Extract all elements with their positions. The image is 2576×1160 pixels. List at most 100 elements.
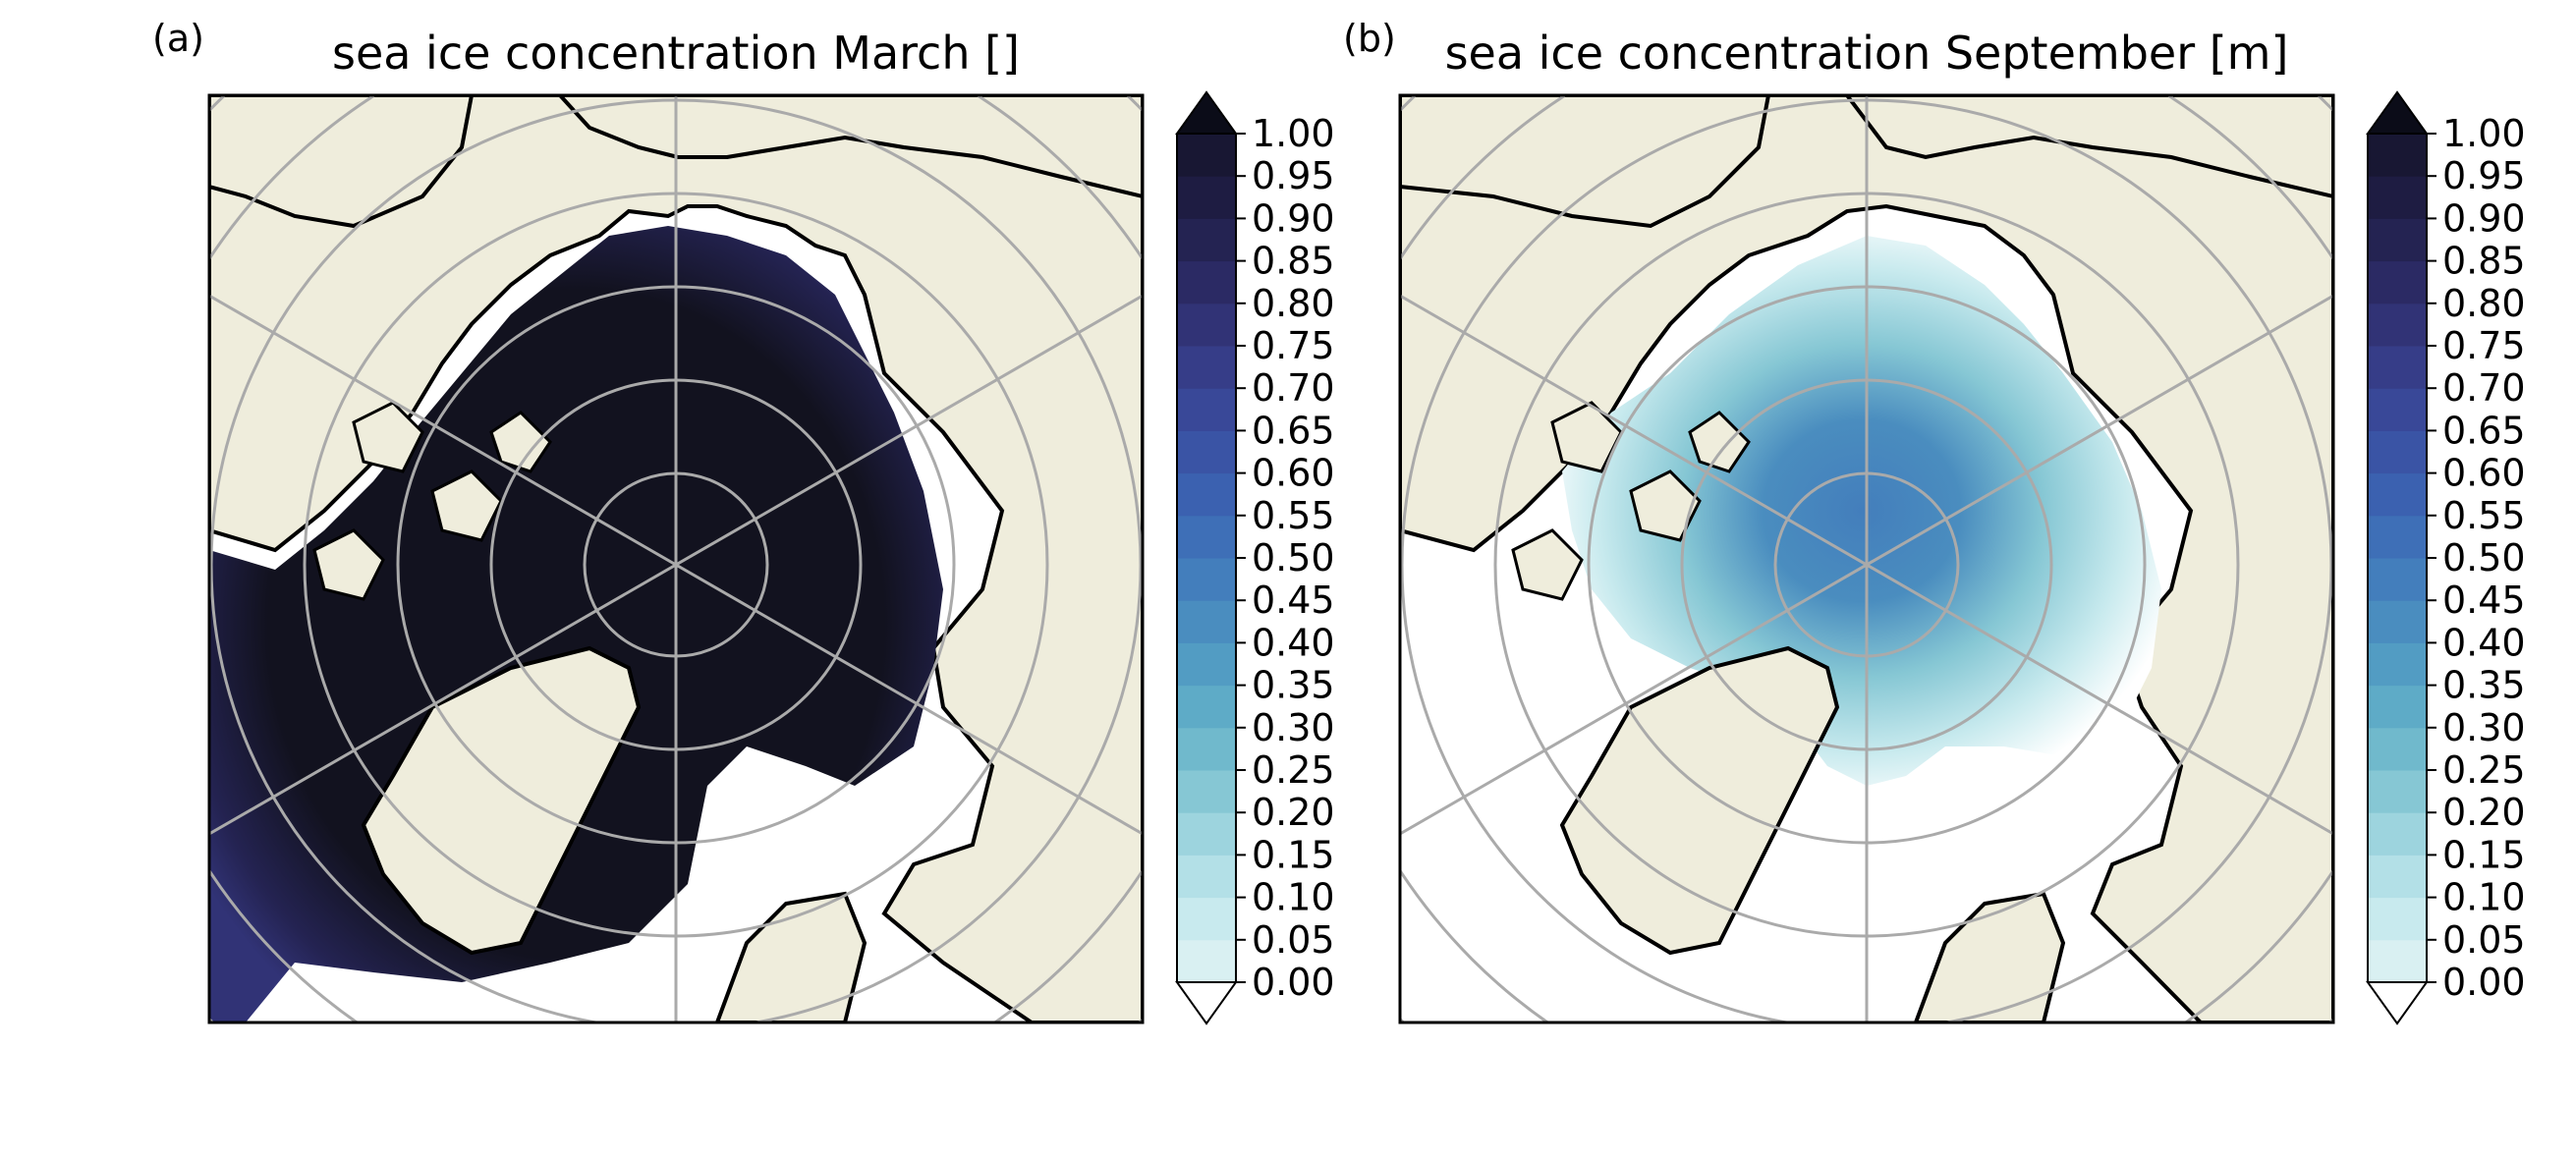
- colorbar-band: [1177, 218, 1236, 262]
- colorbar-tick-label: 0.65: [1252, 409, 1335, 452]
- colorbar-tick-label: 0.15: [2442, 833, 2526, 876]
- colorbar-tick-label: 0.30: [2442, 706, 2526, 749]
- colorbar-tick-label: 0.55: [2442, 494, 2526, 537]
- land-greenland: [1559, 645, 1840, 956]
- colorbar-band: [2368, 897, 2427, 941]
- colorbar-tick-label: 1.00: [1252, 112, 1335, 155]
- colorbar-tick-label: 0.40: [2442, 621, 2526, 664]
- land-eurasia: [209, 95, 1143, 1022]
- colorbar-band: [2368, 642, 2427, 687]
- colorbar-tick-label: 0.45: [2442, 579, 2526, 622]
- colorbar-tick-label: 0.30: [1252, 706, 1335, 749]
- colorbar-tick-label: 0.95: [1252, 154, 1335, 197]
- colorbar-band: [1177, 558, 1236, 601]
- colorbar-tick-label: 0.75: [1252, 324, 1335, 367]
- colorbar-band: [2368, 727, 2427, 771]
- colorbar-tick-label: 0.35: [1252, 664, 1335, 707]
- map-frame-b: [1398, 93, 2335, 1024]
- colorbar-band: [2368, 812, 2427, 856]
- colorbar-tick-label: 0.05: [1252, 918, 1335, 962]
- colorbar-extend-max: [1175, 90, 1238, 135]
- land-siberia-top: [557, 95, 1143, 199]
- colorbar-tick-label: 0.50: [2442, 536, 2526, 580]
- colorbar-band: [1177, 770, 1236, 813]
- colorbar-band: [2368, 218, 2427, 262]
- colorbar-band: [2368, 939, 2427, 983]
- colorbar-band: [2368, 558, 2427, 601]
- panel-title-b: sea ice concentration September [m]: [1445, 27, 2289, 80]
- map-area-b: [1400, 95, 2333, 1022]
- colorbar-tick-label: 0.25: [2442, 748, 2526, 792]
- colorbar-tick-label: 0.00: [1252, 961, 1335, 1004]
- colorbar-band: [2368, 515, 2427, 559]
- colorbar-tick-label: 0.40: [1252, 621, 1335, 664]
- colorbar-tick-label: 0.90: [1252, 196, 1335, 240]
- colorbar-band: [1177, 727, 1236, 771]
- colorbar-tick-label: 0.50: [1252, 536, 1335, 580]
- colorbar-band: [1177, 260, 1236, 304]
- colorbar-tick-label: 0.75: [2442, 324, 2526, 367]
- colorbar-band: [1177, 600, 1236, 643]
- land-north-america: [209, 95, 475, 229]
- map-frame-a: [207, 93, 1145, 1024]
- colorbar-band: [1177, 430, 1236, 474]
- land-siberia-top: [1844, 95, 2333, 199]
- colorbar-extend-min: [1175, 981, 1238, 1025]
- colorbar-band: [2368, 346, 2427, 389]
- colorbar-band: [2368, 176, 2427, 219]
- colorbar-band: [1177, 388, 1236, 431]
- land-archipelago: [312, 401, 552, 601]
- colorbar-tick-label: 1.00: [2442, 112, 2526, 155]
- map-area-a: [209, 95, 1143, 1022]
- panel-label-a: (a): [152, 17, 204, 60]
- graticule-b: [1400, 95, 2333, 1022]
- colorbar-extend-min: [2366, 981, 2429, 1025]
- colorbar-band: [2368, 430, 2427, 474]
- colorbar-tick-label: 0.70: [1252, 366, 1335, 410]
- colorbar-tick-label: 0.25: [1252, 748, 1335, 792]
- colorbar-band: [2368, 855, 2427, 899]
- colorbar-band: [2368, 388, 2427, 431]
- colorbar-band: [2368, 770, 2427, 813]
- colorbar-band: [1177, 134, 1236, 177]
- colorbar-tick-label: 0.60: [2442, 452, 2526, 495]
- colorbar-band: [1177, 939, 1236, 983]
- colorbar-tick-label: 0.20: [2442, 791, 2526, 834]
- colorbar-tick-label: 0.70: [2442, 366, 2526, 410]
- colorbar-band: [2368, 600, 2427, 643]
- colorbar-tick-label: 0.45: [1252, 579, 1335, 622]
- colorbar-tick-label: 0.90: [2442, 196, 2526, 240]
- colorbar-tick-label: 0.35: [2442, 664, 2526, 707]
- colorbar-band: [1177, 472, 1236, 517]
- panel-b: (b) sea ice concentration September [m]: [1343, 17, 2335, 1024]
- colorbar-a: 1.000.950.900.850.800.750.700.650.600.55…: [1175, 90, 1335, 1025]
- colorbar-tick-label: 0.10: [1252, 876, 1335, 919]
- colorbar-band: [1177, 685, 1236, 729]
- colorbar-band: [2368, 303, 2427, 347]
- colorbar-band: [1177, 855, 1236, 899]
- colorbar-b: 1.000.950.900.850.800.750.700.650.600.55…: [2366, 90, 2526, 1025]
- colorbar-tick-label: 0.00: [2442, 961, 2526, 1004]
- colorbar-tick-label: 0.15: [1252, 833, 1335, 876]
- colorbar-tick-label: 0.85: [1252, 240, 1335, 283]
- colorbar-tick-label: 0.60: [1252, 452, 1335, 495]
- colorbar-tick-label: 0.10: [2442, 876, 2526, 919]
- land-scandinavia: [1913, 891, 2066, 1022]
- colorbar-band: [1177, 515, 1236, 559]
- colorbar-tick-label: 0.55: [1252, 494, 1335, 537]
- graticule-a: [209, 95, 1143, 1022]
- colorbar-band: [2368, 472, 2427, 517]
- panel-label-b: (b): [1343, 17, 1396, 60]
- colorbar-tick-label: 0.95: [2442, 154, 2526, 197]
- colorbar-tick-label: 0.80: [1252, 282, 1335, 325]
- colorbar-band: [1177, 642, 1236, 687]
- colorbar-tick-label: 0.65: [2442, 409, 2526, 452]
- colorbar-band: [1177, 346, 1236, 389]
- panel-a: (a) sea ice concentration March []: [152, 17, 1145, 1024]
- colorbar-band: [2368, 134, 2427, 177]
- land-eurasia: [1400, 95, 2333, 1022]
- colorbar-band: [1177, 303, 1236, 347]
- colorbar-band: [1177, 897, 1236, 941]
- colorbar-band: [2368, 685, 2427, 729]
